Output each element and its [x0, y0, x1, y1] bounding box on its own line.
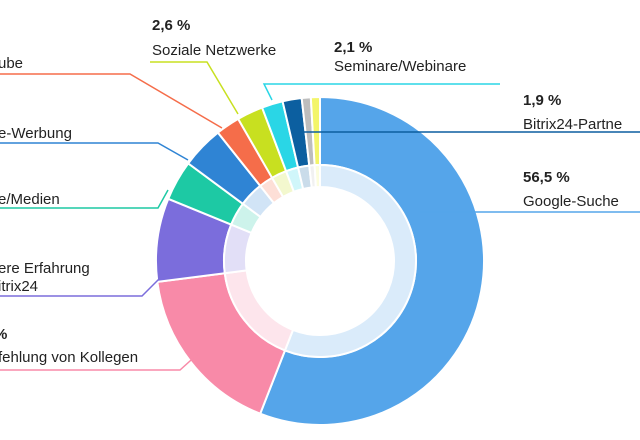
leader-erfahrung: [0, 277, 161, 297]
leader-kollegen: [0, 351, 201, 371]
pct-google-suche: 56,5 %: [523, 169, 570, 186]
slice-inner-band-slice-10: [313, 163, 321, 189]
slice-inner-band-google-suche: [283, 163, 417, 358]
label-erfahrung-line1: ere Erfahrung: [0, 260, 90, 277]
slice-empfehlung-von-kollegen: [156, 272, 287, 416]
pct-kollegen: %: [0, 326, 7, 343]
pct-seminare: 2,1 %: [334, 39, 372, 56]
pct-bitrix24-partner: 1,9 %: [523, 92, 561, 109]
leader-youtube: [0, 73, 223, 129]
leader-online-werbung: [0, 142, 189, 161]
label-bitrix24-partner: Bitrix24-Partne: [523, 116, 622, 133]
leader-soziale: [150, 61, 239, 115]
leader-presse: [0, 189, 169, 209]
pct-soziale-netzwerke: 2,6 %: [152, 17, 190, 34]
label-seminare: Seminare/Webinare: [334, 58, 466, 75]
label-kollegen: fehlung von Kollegen: [0, 349, 138, 366]
leader-lines-group: [0, 61, 640, 371]
label-soziale-netzwerke: Soziale Netzwerke: [152, 42, 276, 59]
label-online-werbung: e-Werbung: [0, 125, 72, 142]
slices-group: [155, 95, 485, 426]
label-presse-medien: e/Medien: [0, 191, 60, 208]
label-youtube: ube: [0, 55, 23, 72]
label-erfahrung-line2: itrix24: [0, 278, 38, 295]
label-google-suche: Google-Suche: [523, 193, 619, 210]
leader-seminare: [262, 83, 500, 101]
